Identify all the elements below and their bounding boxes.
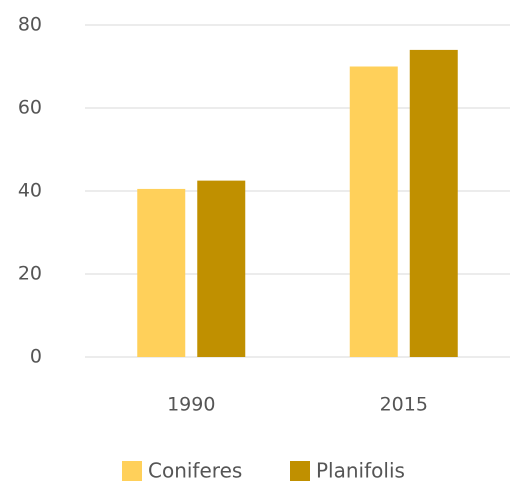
x-tick-label: 2015 bbox=[380, 394, 428, 416]
bar bbox=[349, 66, 398, 357]
bar bbox=[409, 49, 458, 358]
legend-swatch bbox=[122, 461, 142, 481]
bar bbox=[137, 188, 186, 357]
y-tick-label: 20 bbox=[18, 263, 42, 285]
y-tick-label: 80 bbox=[18, 14, 42, 36]
y-tick-label: 60 bbox=[18, 97, 42, 119]
y-tick-label: 0 bbox=[30, 346, 42, 368]
x-tick-label: 1990 bbox=[167, 394, 215, 416]
y-tick-label: 40 bbox=[18, 180, 42, 202]
legend-swatch bbox=[290, 461, 310, 481]
bar bbox=[197, 180, 246, 357]
legend-label: Coniferes bbox=[148, 459, 242, 483]
legend-label: Planifolis bbox=[316, 459, 405, 483]
